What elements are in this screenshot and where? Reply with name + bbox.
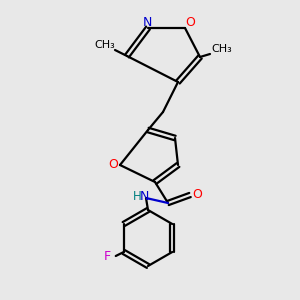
Text: N: N: [142, 16, 152, 29]
Text: F: F: [104, 250, 111, 263]
Text: H: H: [133, 190, 141, 202]
Text: CH₃: CH₃: [212, 44, 233, 54]
Text: O: O: [192, 188, 202, 202]
Text: O: O: [185, 16, 195, 29]
Text: O: O: [108, 158, 118, 172]
Text: N: N: [139, 190, 149, 202]
Text: CH₃: CH₃: [94, 40, 116, 50]
